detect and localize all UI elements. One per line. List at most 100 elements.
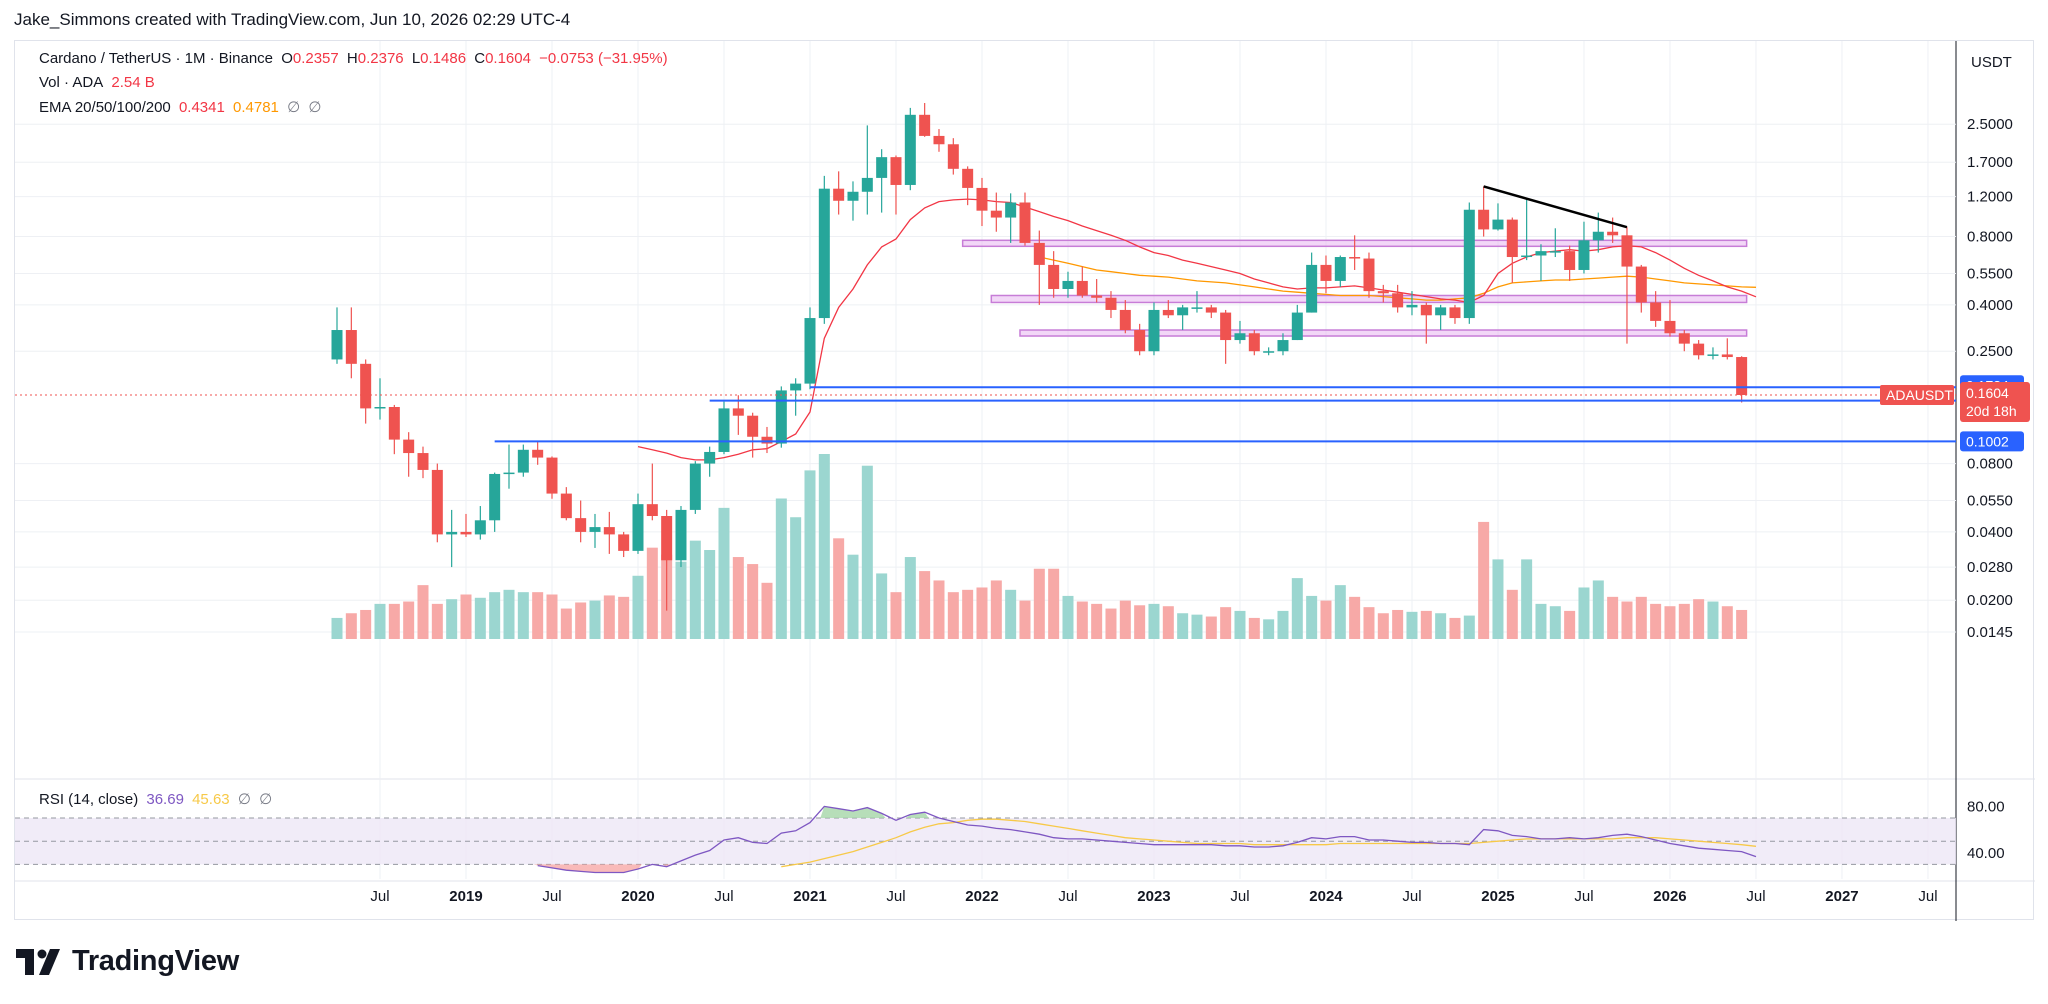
volume-bar [1349, 596, 1361, 639]
ohlc-change: −0.0753 (−31.95%) [539, 50, 668, 67]
chart-panel[interactable]: 2.5000 1.7000 1.2000 0.8000 0.5500 0.4000 0.25… [14, 40, 2035, 921]
candle-body [1707, 354, 1719, 356]
volume-bar [976, 587, 988, 639]
volume-bar [1592, 580, 1604, 639]
candle-body [1134, 330, 1146, 352]
candle-body [847, 191, 859, 201]
symbol-price-tag-text: ADAUSDT [1886, 387, 1953, 403]
candle-body [904, 114, 916, 185]
candle-body [890, 157, 902, 185]
volume-bar [1334, 585, 1346, 639]
volume-bar [1076, 601, 1088, 639]
x-tick-label: 2020 [621, 888, 654, 905]
volume-bar [603, 595, 615, 639]
rsi-label[interactable]: RSI (14, close) [39, 791, 139, 808]
rsi-value: 36.69 [146, 791, 184, 808]
y-tick-label: 0.4000 [1967, 297, 2013, 314]
candle-body [1162, 309, 1174, 316]
volume-bar [532, 592, 544, 639]
x-tick-label: 2027 [1825, 888, 1858, 905]
chart-credit: Jake_Simmons created with TradingView.co… [14, 10, 571, 29]
x-tick-label: Jul [886, 888, 905, 905]
candle-body [417, 453, 429, 470]
currency-label: USDT [1971, 54, 2012, 71]
rsi-oversold-fill [662, 864, 671, 867]
y-tick-label: 0.8000 [1967, 229, 2013, 246]
x-tick-label: Jul [1230, 888, 1249, 905]
volume-bar [775, 498, 787, 639]
ohlc-c-value: 0.1604 [485, 50, 531, 67]
volume-bar [388, 603, 400, 639]
volume-bar [589, 600, 601, 639]
candle-body [661, 516, 673, 561]
price-pane [15, 41, 1956, 779]
candle-body [818, 188, 830, 319]
volume-bar [331, 617, 343, 639]
volume-bar [1635, 596, 1647, 639]
volume-bar [431, 603, 443, 639]
candle-body [503, 472, 515, 475]
tradingview-logo-icon [16, 948, 60, 975]
volume-bar [1521, 559, 1533, 639]
candle-body [603, 527, 615, 535]
legend-volume-row: Vol · ADA 2.54 B [39, 74, 159, 91]
volume-bar [1607, 596, 1619, 639]
candle-body [1263, 351, 1275, 353]
rsi-tick-label: 40.00 [1967, 845, 2005, 862]
price-level-tag [1960, 431, 2024, 452]
y-tick-label: 0.0800 [1967, 456, 2013, 473]
price-chart[interactable]: 2.5000 1.7000 1.2000 0.8000 0.5500 0.4000 0.25… [15, 41, 2035, 921]
candle-body [1549, 251, 1561, 253]
tradingview-logo[interactable]: TradingView [16, 945, 239, 978]
candle-body [1291, 312, 1303, 341]
candle-body [575, 518, 587, 532]
candle-body [675, 509, 687, 561]
volume-bar [1048, 568, 1060, 639]
y-tick-label: 0.0400 [1967, 524, 2013, 541]
volume-bar [1435, 613, 1447, 639]
ema50-value: 0.4781 [233, 99, 279, 116]
ema200-value: ∅ [308, 99, 322, 116]
y-tick-label: 0.5500 [1967, 265, 2013, 282]
volume-bar [1162, 606, 1174, 639]
x-tick-label: 2024 [1309, 888, 1343, 905]
volume-bar [560, 608, 572, 639]
volume-bar [1420, 610, 1432, 639]
candle-body [1592, 231, 1604, 241]
candle-body [1334, 257, 1346, 281]
volume-label[interactable]: Vol · ADA [39, 74, 104, 91]
x-tick-label: Jul [542, 888, 561, 905]
volume-bar [503, 589, 515, 639]
candle-body [1664, 320, 1676, 334]
volume-bar [1019, 600, 1031, 639]
volume-bar [962, 589, 974, 639]
volume-bar [761, 582, 773, 639]
candle-body [1119, 309, 1131, 331]
candle-body [704, 451, 716, 464]
candle-body [1076, 280, 1088, 296]
legend-rsi-row: RSI (14, close) 36.69 45.63 ∅ ∅ [39, 790, 276, 808]
volume-bar [1248, 617, 1260, 639]
ohlc-c-label: C [474, 50, 486, 67]
ema-label[interactable]: EMA 20/50/100/200 [39, 99, 171, 116]
candle-body [618, 534, 630, 551]
volume-bar [1177, 613, 1189, 639]
ema20-value: 0.4341 [178, 99, 225, 116]
y-tick-label: 0.2500 [1967, 343, 2013, 360]
candle-body [1535, 251, 1547, 256]
candle-body [632, 504, 644, 551]
symbol-title[interactable]: Cardano / TetherUS · 1M · Binance [39, 50, 274, 67]
descending-trendline [1483, 185, 1628, 229]
volume-bar [790, 517, 802, 639]
volume-bar [1134, 605, 1146, 639]
x-tick-label: 2021 [793, 888, 826, 905]
volume-bar [1205, 616, 1217, 639]
candle-body [761, 436, 773, 444]
volume-bar [1492, 559, 1504, 639]
candle-body [1420, 304, 1432, 316]
candle-body [1721, 354, 1733, 358]
candle-body [446, 531, 458, 535]
x-tick-label: Jul [1058, 888, 1077, 905]
volume-bar [947, 592, 959, 639]
volume-bar [718, 507, 730, 639]
